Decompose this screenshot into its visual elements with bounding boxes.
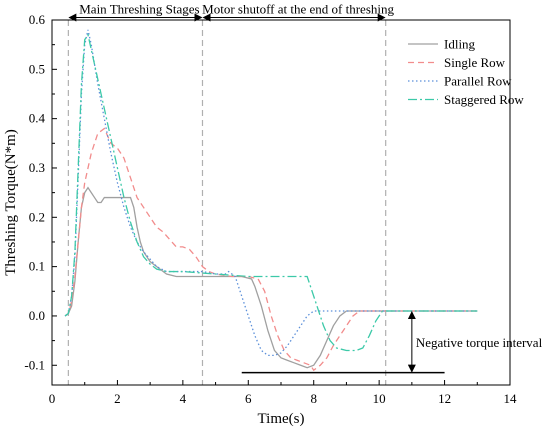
x-tick-label: 4 — [180, 391, 187, 406]
y-tick-label: 0.0 — [29, 308, 45, 323]
x-tick-label: 8 — [310, 391, 317, 406]
legend-label: Idling — [444, 37, 476, 52]
y-tick-label: 0.4 — [29, 111, 46, 126]
x-tick-label: 0 — [49, 391, 56, 406]
series-line-parallel-row — [64, 29, 478, 357]
series-line-idling — [64, 186, 478, 369]
axes — [51, 19, 511, 386]
series-line-single-row — [64, 127, 478, 372]
y-tick-label: 0.1 — [29, 259, 45, 274]
y-tick-label: 0.2 — [29, 209, 45, 224]
negative-interval-label: Negative torque interval — [416, 335, 543, 350]
x-tick-label: 2 — [114, 391, 121, 406]
annotations: Main Threshing Stages Motor shutoff at t… — [68, 2, 543, 374]
plot-frame — [51, 19, 511, 386]
x-axis-label: Time(s) — [258, 411, 305, 427]
x-tick-label: 14 — [504, 391, 518, 406]
y-tick-label: 0.5 — [29, 61, 45, 76]
legend: Idling Single Row Parallel Row Staggered Ro… — [408, 37, 524, 107]
stage1-label: Main Threshing Stages — [79, 2, 199, 17]
stage2-label: Motor shutoff at the end of threshing — [202, 2, 394, 17]
x-ticks: 0 2 4 6 8 10 12 14 — [49, 380, 517, 406]
reference-lines — [67, 20, 387, 385]
x-tick-label: 6 — [245, 391, 252, 406]
legend-label: Parallel Row — [444, 74, 512, 89]
series-lines — [64, 29, 478, 372]
x-tick-label: 10 — [373, 391, 386, 406]
legend-label: Single Row — [444, 55, 506, 70]
y-axis-label: Threshing Torque(N*m) — [3, 129, 19, 276]
legend-label: Staggered Row — [444, 92, 524, 107]
series-line-staggered-row — [64, 33, 478, 352]
y-tick-label: 0.3 — [29, 160, 45, 175]
x-tick-label: 12 — [438, 391, 451, 406]
y-tick-label: 0.6 — [29, 12, 46, 27]
y-ticks: -0.1 0.0 0.1 0.2 0.3 0.4 0.5 0.6 — [24, 12, 57, 372]
y-tick-label: -0.1 — [24, 357, 45, 372]
